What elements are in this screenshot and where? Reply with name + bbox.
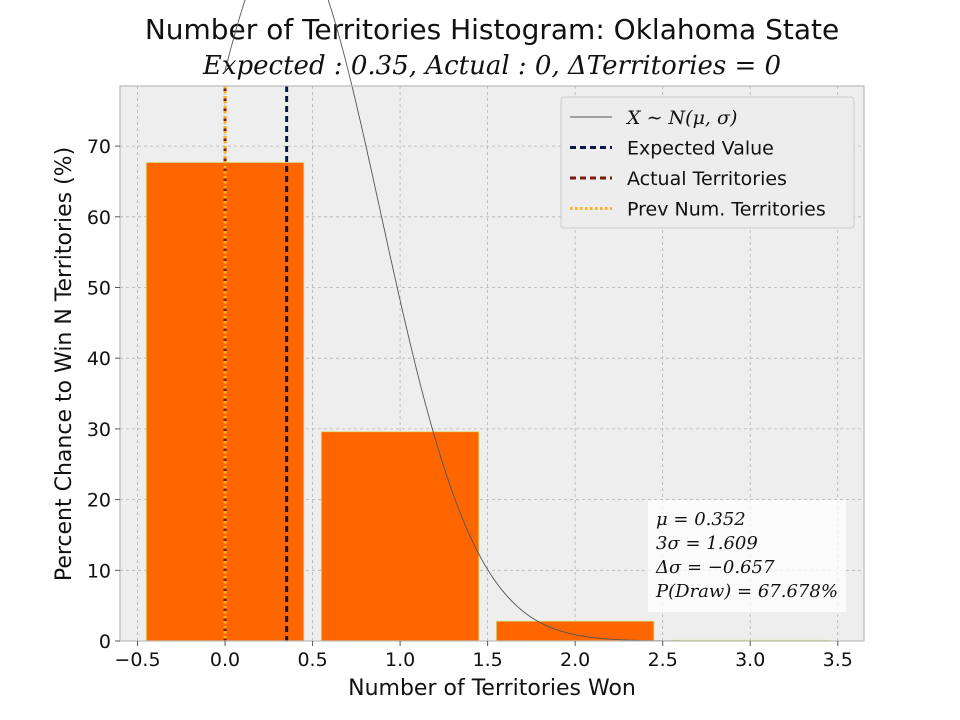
legend-label: Expected Value: [627, 138, 774, 160]
x-tick-label: 3.0: [735, 649, 765, 671]
plot-frame: [119, 85, 865, 642]
chart-subtitle: Expected : 0.35, Actual : 0, ΔTerritorie…: [202, 51, 781, 81]
reference-lines: [223, 86, 289, 641]
x-tick-label: 0.5: [297, 649, 327, 671]
x-tick-label: −0.5: [114, 649, 160, 671]
x-tick-label: 0.0: [210, 649, 240, 671]
x-tick-label: 1.5: [473, 649, 503, 671]
y-tick-label: 0: [99, 631, 111, 653]
x-tick-label: 3.5: [823, 649, 853, 671]
legend-label: X ∼ N(μ, σ): [625, 107, 737, 129]
y-tick-label: 10: [87, 560, 111, 582]
histogram-bar: [320, 431, 480, 642]
stats-box-background: [648, 500, 846, 612]
stats-line: 3σ = 1.609: [656, 533, 758, 554]
x-tick-label: 2.0: [560, 649, 590, 671]
x-tick-label: 2.5: [648, 649, 678, 671]
stats-box: μ = 0.352 3σ = 1.609 Δσ = −0.657 P(Draw) = …: [648, 500, 846, 612]
y-axis-ticks: 0 10 20 30 40 50 60 70: [87, 136, 120, 653]
y-tick-label: 60: [87, 207, 111, 229]
y-axis-label: Percent Chance to Win N Territories (%): [52, 147, 77, 581]
stats-line: Δσ = −0.657: [655, 557, 775, 578]
y-tick-label: 50: [87, 277, 111, 299]
x-axis-label: Number of Territories Won: [348, 676, 636, 701]
y-tick-label: 40: [87, 348, 111, 370]
stats-line: P(Draw) = 67.678%: [655, 581, 838, 602]
y-tick-label: 70: [87, 136, 111, 158]
x-axis-ticks: −0.5 0.0 0.5 1.0 1.5 2.0 2.5 3.0 3.5: [114, 641, 853, 671]
legend: X ∼ N(μ, σ) Expected Value Actual Territor…: [560, 96, 855, 229]
x-tick-label: 1.0: [385, 649, 415, 671]
histogram-bar: [495, 620, 655, 642]
y-tick-label: 20: [87, 490, 111, 512]
legend-label: Actual Territories: [627, 168, 787, 190]
y-tick-label: 30: [87, 419, 111, 441]
legend-label: Prev Num. Territories: [627, 199, 826, 221]
legend-box: [560, 96, 855, 229]
stats-line: μ = 0.352: [656, 509, 746, 530]
chart-title: Number of Territories Histogram: Oklahom…: [145, 13, 839, 46]
